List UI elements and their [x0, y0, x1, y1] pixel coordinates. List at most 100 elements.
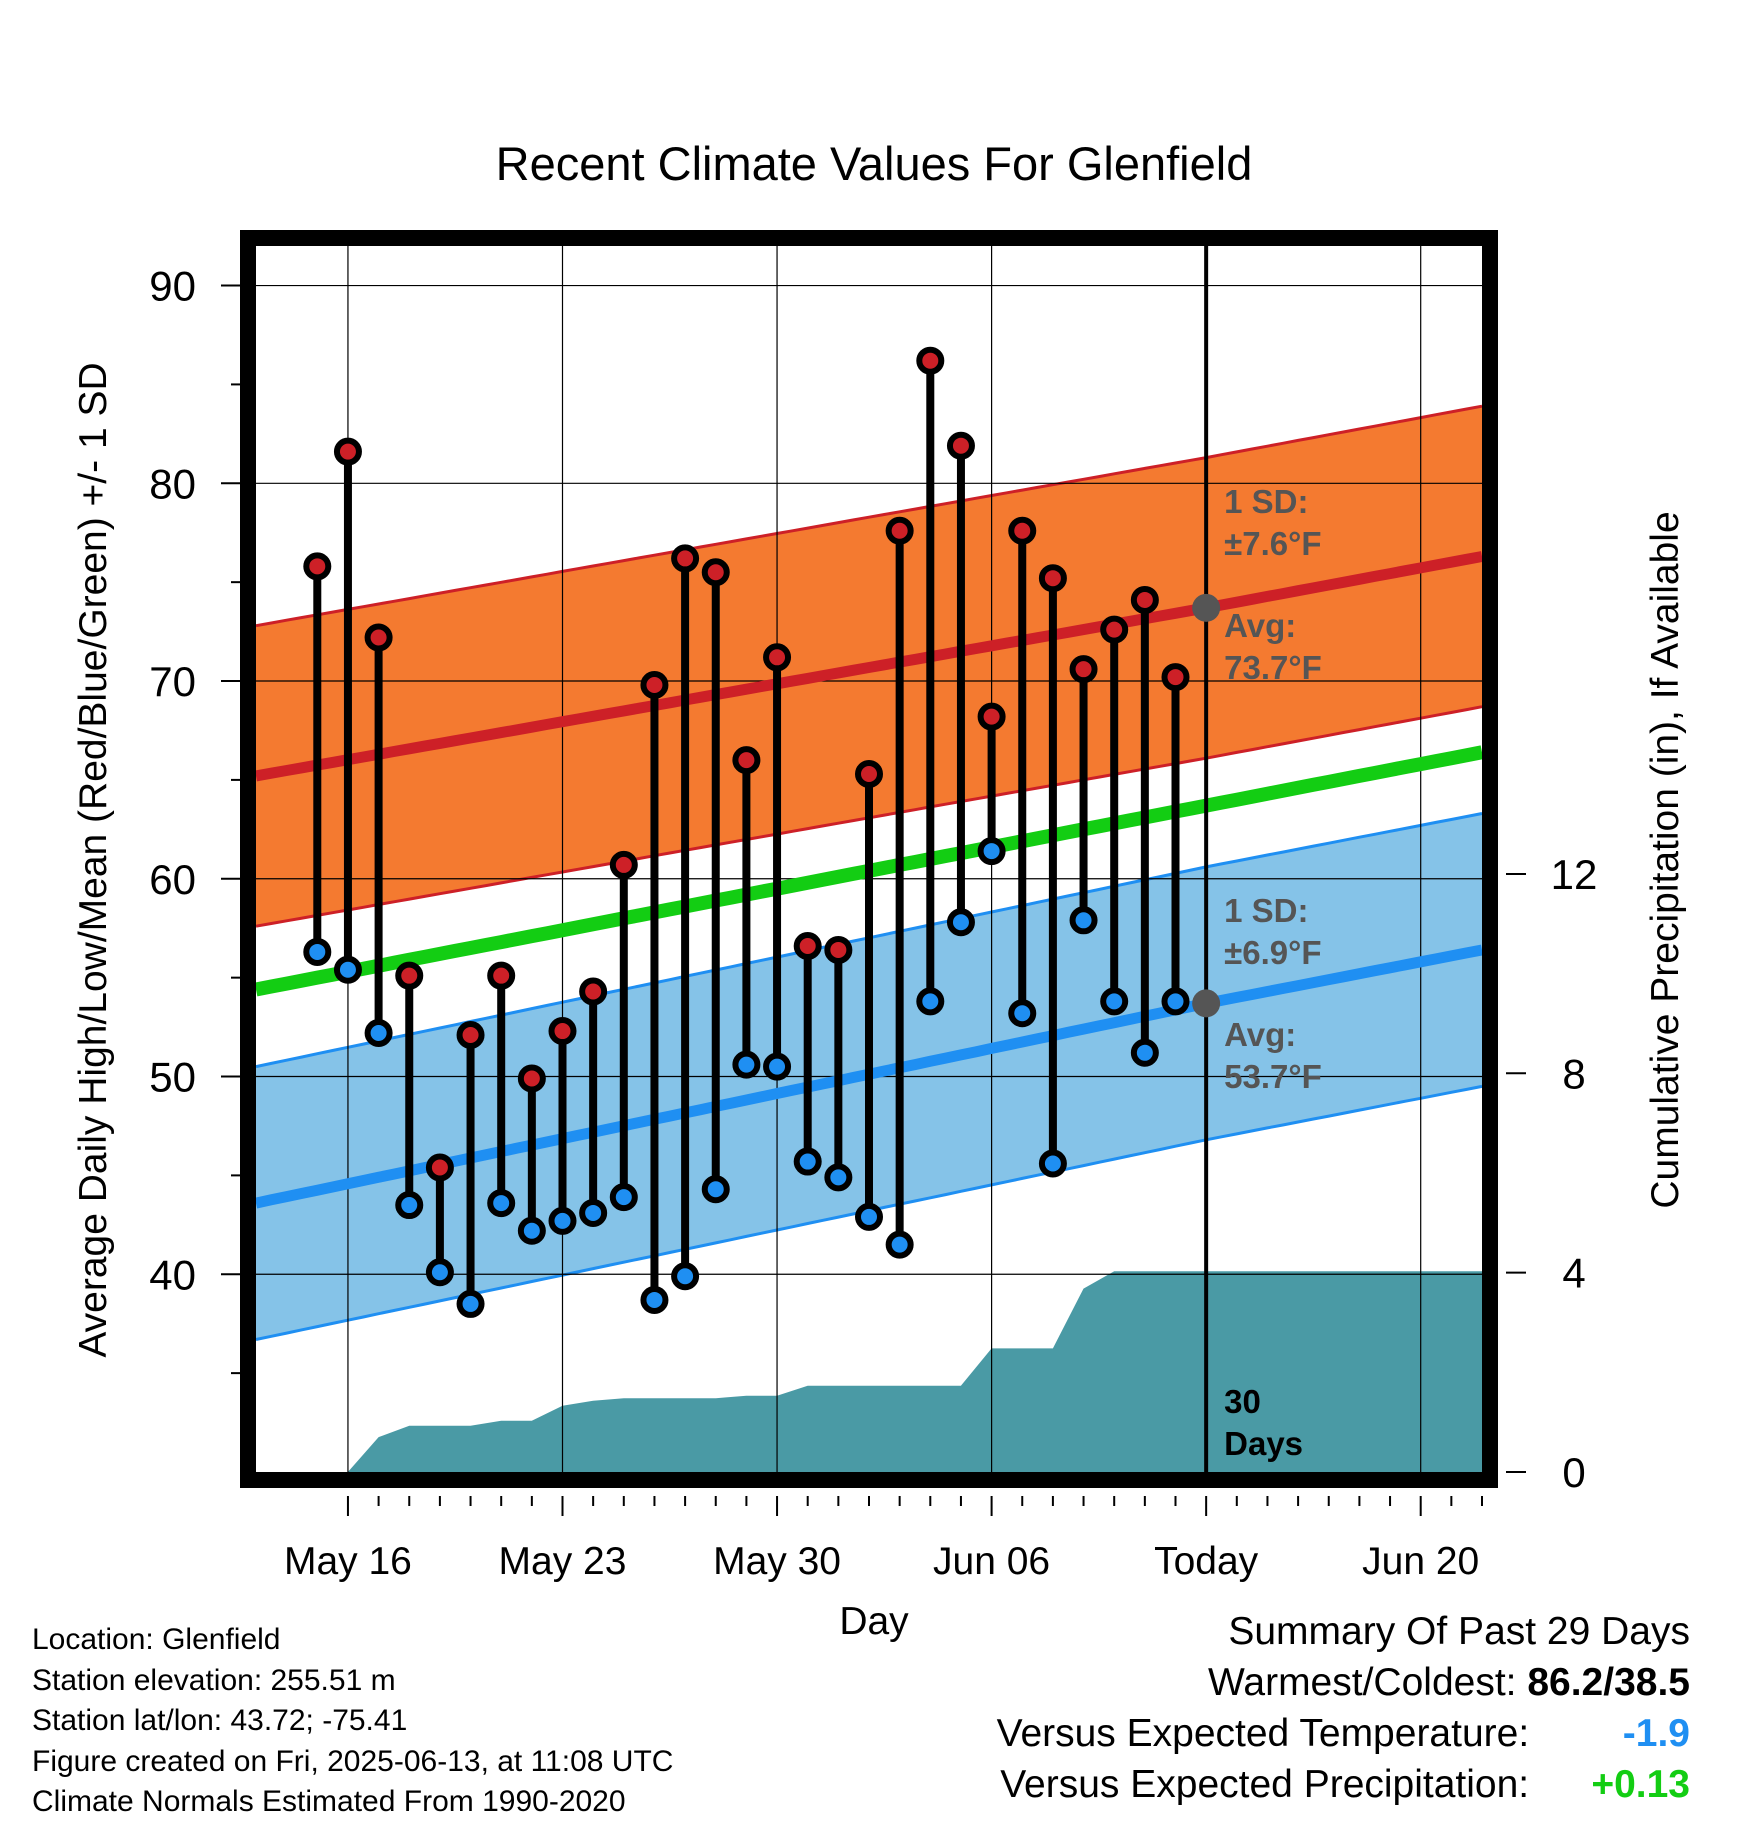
- daily-low-point: [701, 1175, 730, 1204]
- daily-low-point: [303, 937, 332, 966]
- daily-low-point: [763, 1052, 792, 1081]
- high-normal-line: [255, 551, 1483, 782]
- y-right-tick-label-4: 4: [1562, 1250, 1585, 1297]
- low-avg-value: 53.7°F: [1224, 1058, 1322, 1095]
- today-low-avg-marker: [1192, 989, 1221, 1018]
- daily-high-point: [548, 1017, 577, 1046]
- daily-high-point: [456, 1020, 485, 1049]
- x-tick-label-may-16: May 16: [284, 1540, 412, 1583]
- daily-high-point: [916, 346, 945, 375]
- daily-low-point: [487, 1189, 516, 1218]
- y-left-tick-label-40: 40: [149, 1251, 196, 1298]
- summary-title: Summary Of Past 29 Days: [1228, 1610, 1690, 1653]
- precip-area: [347, 1271, 1482, 1472]
- daily-low-point: [395, 1191, 424, 1220]
- info-latlon: Station lat/lon: 43.72; -75.41: [32, 1704, 408, 1737]
- daily-high-point: [701, 558, 730, 587]
- precip-layer: [347, 1271, 1482, 1472]
- daily-low-point: [1130, 1038, 1159, 1067]
- daily-low-point: [517, 1216, 546, 1245]
- low-sd-label: 1 SD:: [1224, 892, 1308, 929]
- summary-precip-value: +0.13: [1591, 1763, 1690, 1806]
- y-left-tick-label-60: 60: [149, 856, 196, 903]
- daily-low-point: [855, 1202, 883, 1231]
- daily-high-point: [1161, 663, 1190, 692]
- info-elevation: Station elevation: 255.51 m: [32, 1663, 396, 1697]
- summary-precip-row: Versus Expected Precipitation: +0.13: [997, 1759, 1690, 1810]
- daily-low-point: [1038, 1149, 1067, 1178]
- info-location: Location: Glenfield: [32, 1623, 281, 1656]
- axes-layer: 40 50 60 70 80 90 0 4 8 12 May 16 May 23 May 30 Jun 0…: [149, 263, 1597, 1583]
- daily-high-point: [946, 431, 975, 460]
- x-tick-label-may-30: May 30: [713, 1540, 841, 1583]
- plot-frame: [240, 230, 1498, 1488]
- x-tick-label-today: Today: [1154, 1540, 1259, 1583]
- high-sd-label: 1 SD:: [1224, 483, 1308, 520]
- summary-panel: Summary Of Past 29 Days Warmest/Coldest:…: [997, 1606, 1690, 1810]
- daily-high-point: [303, 552, 332, 581]
- y-axis-left-label: Average Daily High/Low/Mean (Red/Blue/Gr…: [72, 362, 115, 1357]
- daily-low-point: [1008, 999, 1037, 1028]
- daily-high-point: [1008, 516, 1037, 545]
- summary-precip-label: Versus Expected Precipitation:: [1000, 1763, 1530, 1806]
- daily-low-point: [456, 1289, 485, 1318]
- plot-frame-layer: [240, 230, 1498, 1488]
- daily-high-point: [763, 643, 792, 672]
- high-sd-value: ±7.6°F: [1224, 525, 1321, 562]
- info-normals: Climate Normals Estimated From 1990-2020: [32, 1785, 626, 1818]
- daily-low-point: [364, 1019, 393, 1048]
- daily-low-point: [1069, 906, 1098, 935]
- today-high-avg-marker: [1192, 593, 1221, 622]
- daily-low-point: [946, 908, 975, 937]
- daily-high-point: [732, 746, 761, 775]
- y-left-tick-label-50: 50: [149, 1054, 196, 1101]
- daily-high-point: [1130, 585, 1159, 614]
- x-tick-label-jun-06: Jun 06: [933, 1540, 1050, 1583]
- info-created: Figure created on Fri, 2025-06-13, at 11…: [32, 1744, 674, 1778]
- daily-low-point: [671, 1262, 700, 1291]
- daily-low-point: [977, 837, 1006, 866]
- daily-high-point: [793, 932, 822, 961]
- daily-high-point: [855, 759, 883, 788]
- daily-high-point: [1100, 615, 1129, 644]
- days-unit-label: Days: [1224, 1425, 1303, 1462]
- summary-warm-cold-value: 86.2/38.5: [1527, 1661, 1690, 1704]
- high-avg-value: 73.7°F: [1224, 649, 1322, 686]
- daily-high-point: [1038, 564, 1067, 593]
- low-sd-value: ±6.9°F: [1224, 934, 1321, 971]
- daily-low-point: [732, 1050, 761, 1079]
- daily-high-point: [640, 670, 669, 699]
- summary-warm-cold-label: Warmest/Coldest:: [1208, 1661, 1517, 1704]
- y-left-tick-label-80: 80: [149, 460, 196, 507]
- daily-low-point: [425, 1258, 454, 1287]
- summary-temp-row: Versus Expected Temperature: -1.9: [997, 1708, 1690, 1759]
- daily-low-point: [548, 1206, 577, 1235]
- days-count-label: 30: [1224, 1383, 1261, 1420]
- daily-low-point: [885, 1230, 914, 1259]
- daily-high-point: [671, 544, 700, 573]
- x-axis-label: Day: [839, 1600, 909, 1643]
- daily-high-point: [1069, 655, 1098, 684]
- summary-temp-label: Versus Expected Temperature:: [996, 1712, 1530, 1755]
- y-right-tick-label-0: 0: [1562, 1449, 1585, 1496]
- daily-low-point: [793, 1147, 822, 1176]
- y-axis-right-label: Cumulative Precipitation (in), If Availa…: [1644, 511, 1687, 1208]
- summary-warm-cold-row: Warmest/Coldest: 86.2/38.5: [997, 1657, 1690, 1708]
- daily-low-point: [609, 1183, 638, 1212]
- daily-low-point: [1161, 987, 1190, 1016]
- low-avg-label: Avg:: [1224, 1016, 1296, 1053]
- y-right-tick-label-8: 8: [1562, 1050, 1585, 1097]
- summary-temp-value: -1.9: [1622, 1712, 1690, 1755]
- daily-high-point: [364, 623, 393, 652]
- daily-high-point: [517, 1064, 546, 1093]
- station-info: Location: Glenfield Station elevation: 2…: [32, 1620, 673, 1823]
- daily-low-point: [579, 1198, 608, 1227]
- daily-low-point: [916, 987, 945, 1016]
- x-tick-label-may-23: May 23: [499, 1540, 627, 1583]
- daily-low-point: [640, 1285, 669, 1314]
- daily-high-point: [579, 977, 608, 1006]
- x-tick-label-jun-20: Jun 20: [1362, 1540, 1479, 1583]
- daily-low-point: [824, 1163, 853, 1192]
- y-left-tick-label-90: 90: [149, 263, 196, 310]
